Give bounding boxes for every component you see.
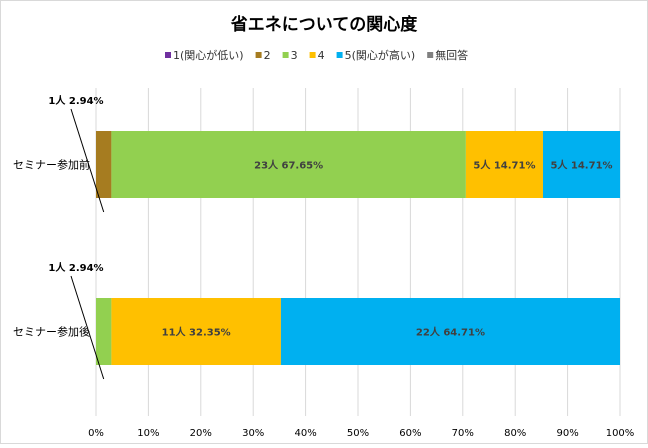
data-label: 5人 14.71% (473, 159, 535, 172)
category-label: セミナー参加後 (13, 325, 90, 339)
legend-entry: 2 (264, 49, 271, 62)
bar-segment (280, 298, 620, 365)
data-label: 5人 14.71% (550, 159, 612, 172)
x-tick-label: 60% (399, 428, 421, 439)
bar-segment (542, 131, 621, 198)
x-tick-label: 20% (190, 428, 212, 439)
legend-swatch (282, 52, 289, 58)
x-tick-label: 10% (137, 428, 159, 439)
legend-swatch (165, 52, 171, 58)
x-tick-label: 40% (294, 428, 316, 439)
x-tick-label: 90% (556, 428, 578, 439)
x-tick-label: 0% (88, 428, 104, 439)
legend-entry: 4 (318, 49, 325, 62)
legend-swatch (336, 52, 343, 58)
x-tick-label: 30% (242, 428, 264, 439)
data-label: 22人 64.71% (416, 326, 485, 339)
legend-entry: 3 (291, 49, 298, 62)
data-label: 1人 2.94% (48, 94, 103, 107)
legend: 1(関心が低い) 2 3 4 5(関心が高い) 無回答 (165, 48, 468, 62)
x-tick-label: 80% (504, 428, 526, 439)
x-axis-ticks: 0% 10% 20% 30% 40% 50% 60% 70% 80% 90% 100% (88, 428, 634, 439)
callouts: 1人 2.94% 1人 2.94% (48, 94, 105, 380)
legend-entry: 5(関心が高い) (345, 48, 416, 62)
bar-segment (96, 131, 112, 198)
chart-title: 省エネについての関心度 (230, 14, 418, 35)
data-label: 11人 32.35% (162, 326, 231, 339)
category-label: セミナー参加前 (13, 158, 90, 172)
callout-line (70, 275, 105, 380)
bar-segment (465, 131, 543, 198)
x-tick-label: 50% (347, 428, 369, 439)
legend-swatch (427, 52, 434, 58)
legend-entry: 無回答 (435, 48, 468, 62)
bar-segment (111, 298, 281, 365)
legend-entry: 1(関心が低い) (173, 48, 244, 62)
data-label: 1人 2.94% (48, 261, 103, 274)
x-tick-label: 70% (452, 428, 474, 439)
legend-swatch (309, 52, 316, 58)
callout-line (70, 108, 105, 213)
x-tick-label: 100% (606, 428, 635, 439)
bar-segment (96, 298, 112, 365)
legend-swatch (255, 52, 262, 58)
bar-segment (111, 131, 466, 198)
bars: 23人 67.65% 5人 14.71% 5人 14.71% 11人 32.35% 22… (96, 131, 621, 365)
data-label: 23人 67.65% (254, 159, 323, 172)
